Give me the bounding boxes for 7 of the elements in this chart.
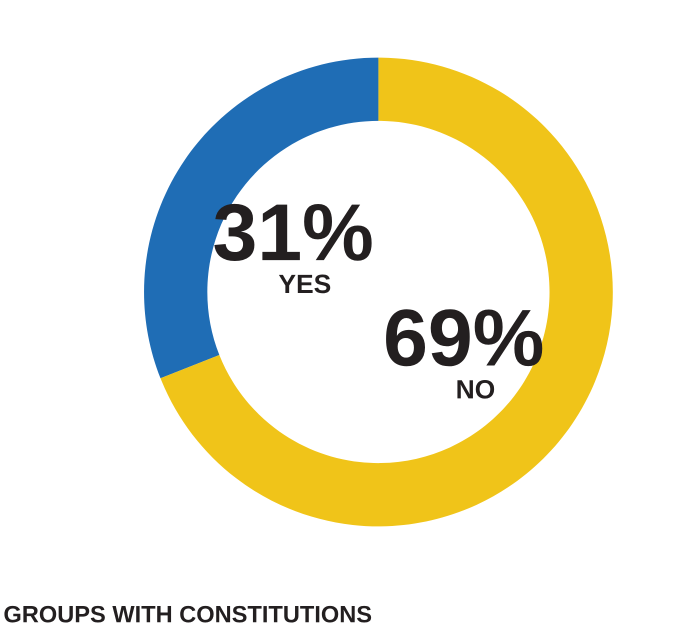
data-label: 31% xyxy=(214,204,372,262)
data-label: 69% xyxy=(386,309,542,366)
donut-slice xyxy=(160,58,613,526)
text: GROUPS WITH CONSTITUTIONS xyxy=(4,606,372,623)
slice-label: NO xyxy=(457,380,494,399)
slice-label: YES xyxy=(278,274,330,294)
donut-slice xyxy=(144,58,378,378)
